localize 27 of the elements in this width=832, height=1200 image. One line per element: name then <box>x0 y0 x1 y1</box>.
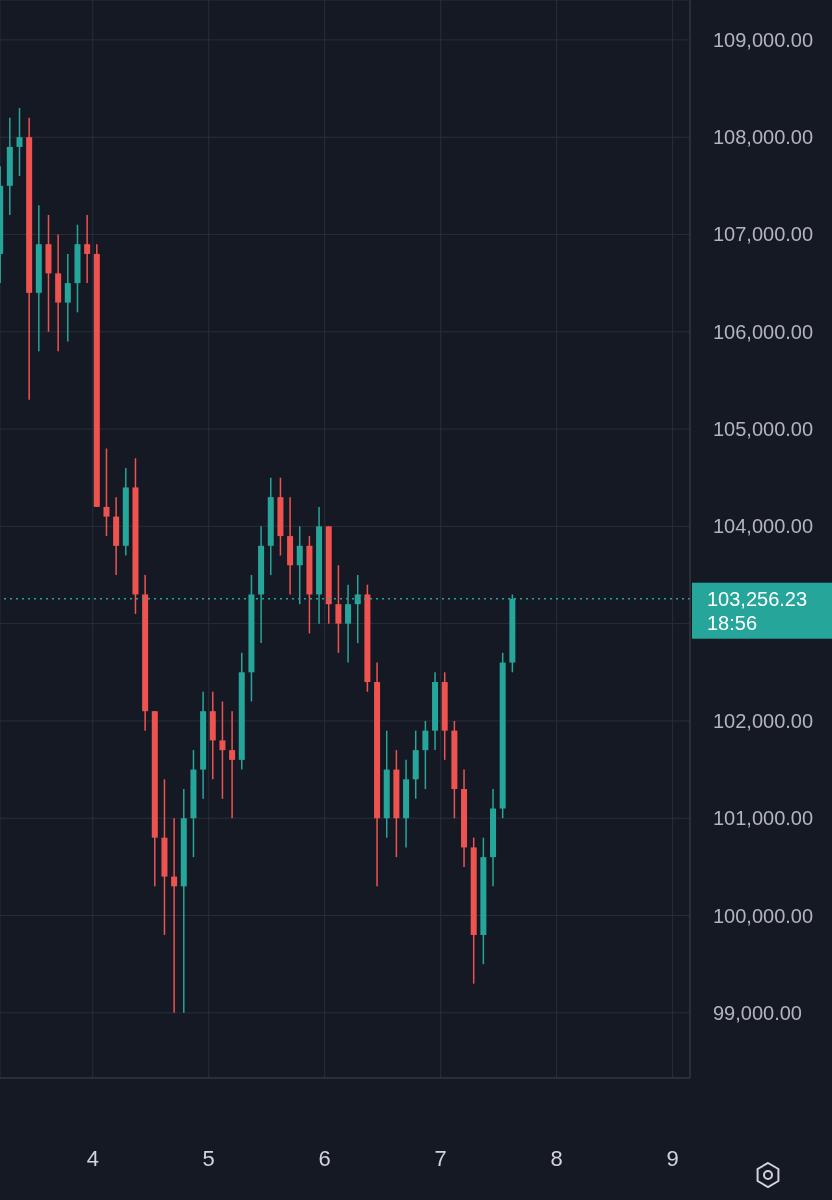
ref-line-label: 103,256.23 <box>707 587 808 610</box>
text: 18:56 <box>707 611 758 634</box>
candlestick <box>84 214 91 284</box>
y-tick-label: 105,000.00 <box>713 418 814 441</box>
y-tick-label: 106,000.00 <box>713 320 814 343</box>
x-tick-label: 4 <box>86 1146 99 1171</box>
y-tick-label: 104,000.00 <box>713 515 814 538</box>
candlestick <box>219 700 226 800</box>
y-tick-label: 109,000.00 <box>713 28 814 51</box>
candlestick <box>335 564 342 654</box>
candlestick <box>422 720 429 790</box>
candlestick <box>64 253 71 343</box>
y-tick-label: 102,000.00 <box>713 709 814 732</box>
x-tick-label: 9 <box>666 1146 679 1171</box>
x-tick-label: 8 <box>550 1146 563 1171</box>
candlestick <box>229 710 236 819</box>
candlestick <box>171 817 178 1014</box>
x-tick-label: 5 <box>202 1146 215 1171</box>
x-tick-label: 7 <box>434 1146 447 1171</box>
y-tick-label: 107,000.00 <box>713 223 814 246</box>
y-tick-label: 100,000.00 <box>713 904 814 927</box>
candlestick <box>16 107 23 177</box>
candlestick <box>103 447 110 537</box>
y-tick-label: 101,000.00 <box>713 807 814 830</box>
y-tick-label: 99,000.00 <box>713 1001 802 1024</box>
x-tick-label: 6 <box>318 1146 331 1171</box>
y-tick-label: 108,000.00 <box>713 126 814 149</box>
